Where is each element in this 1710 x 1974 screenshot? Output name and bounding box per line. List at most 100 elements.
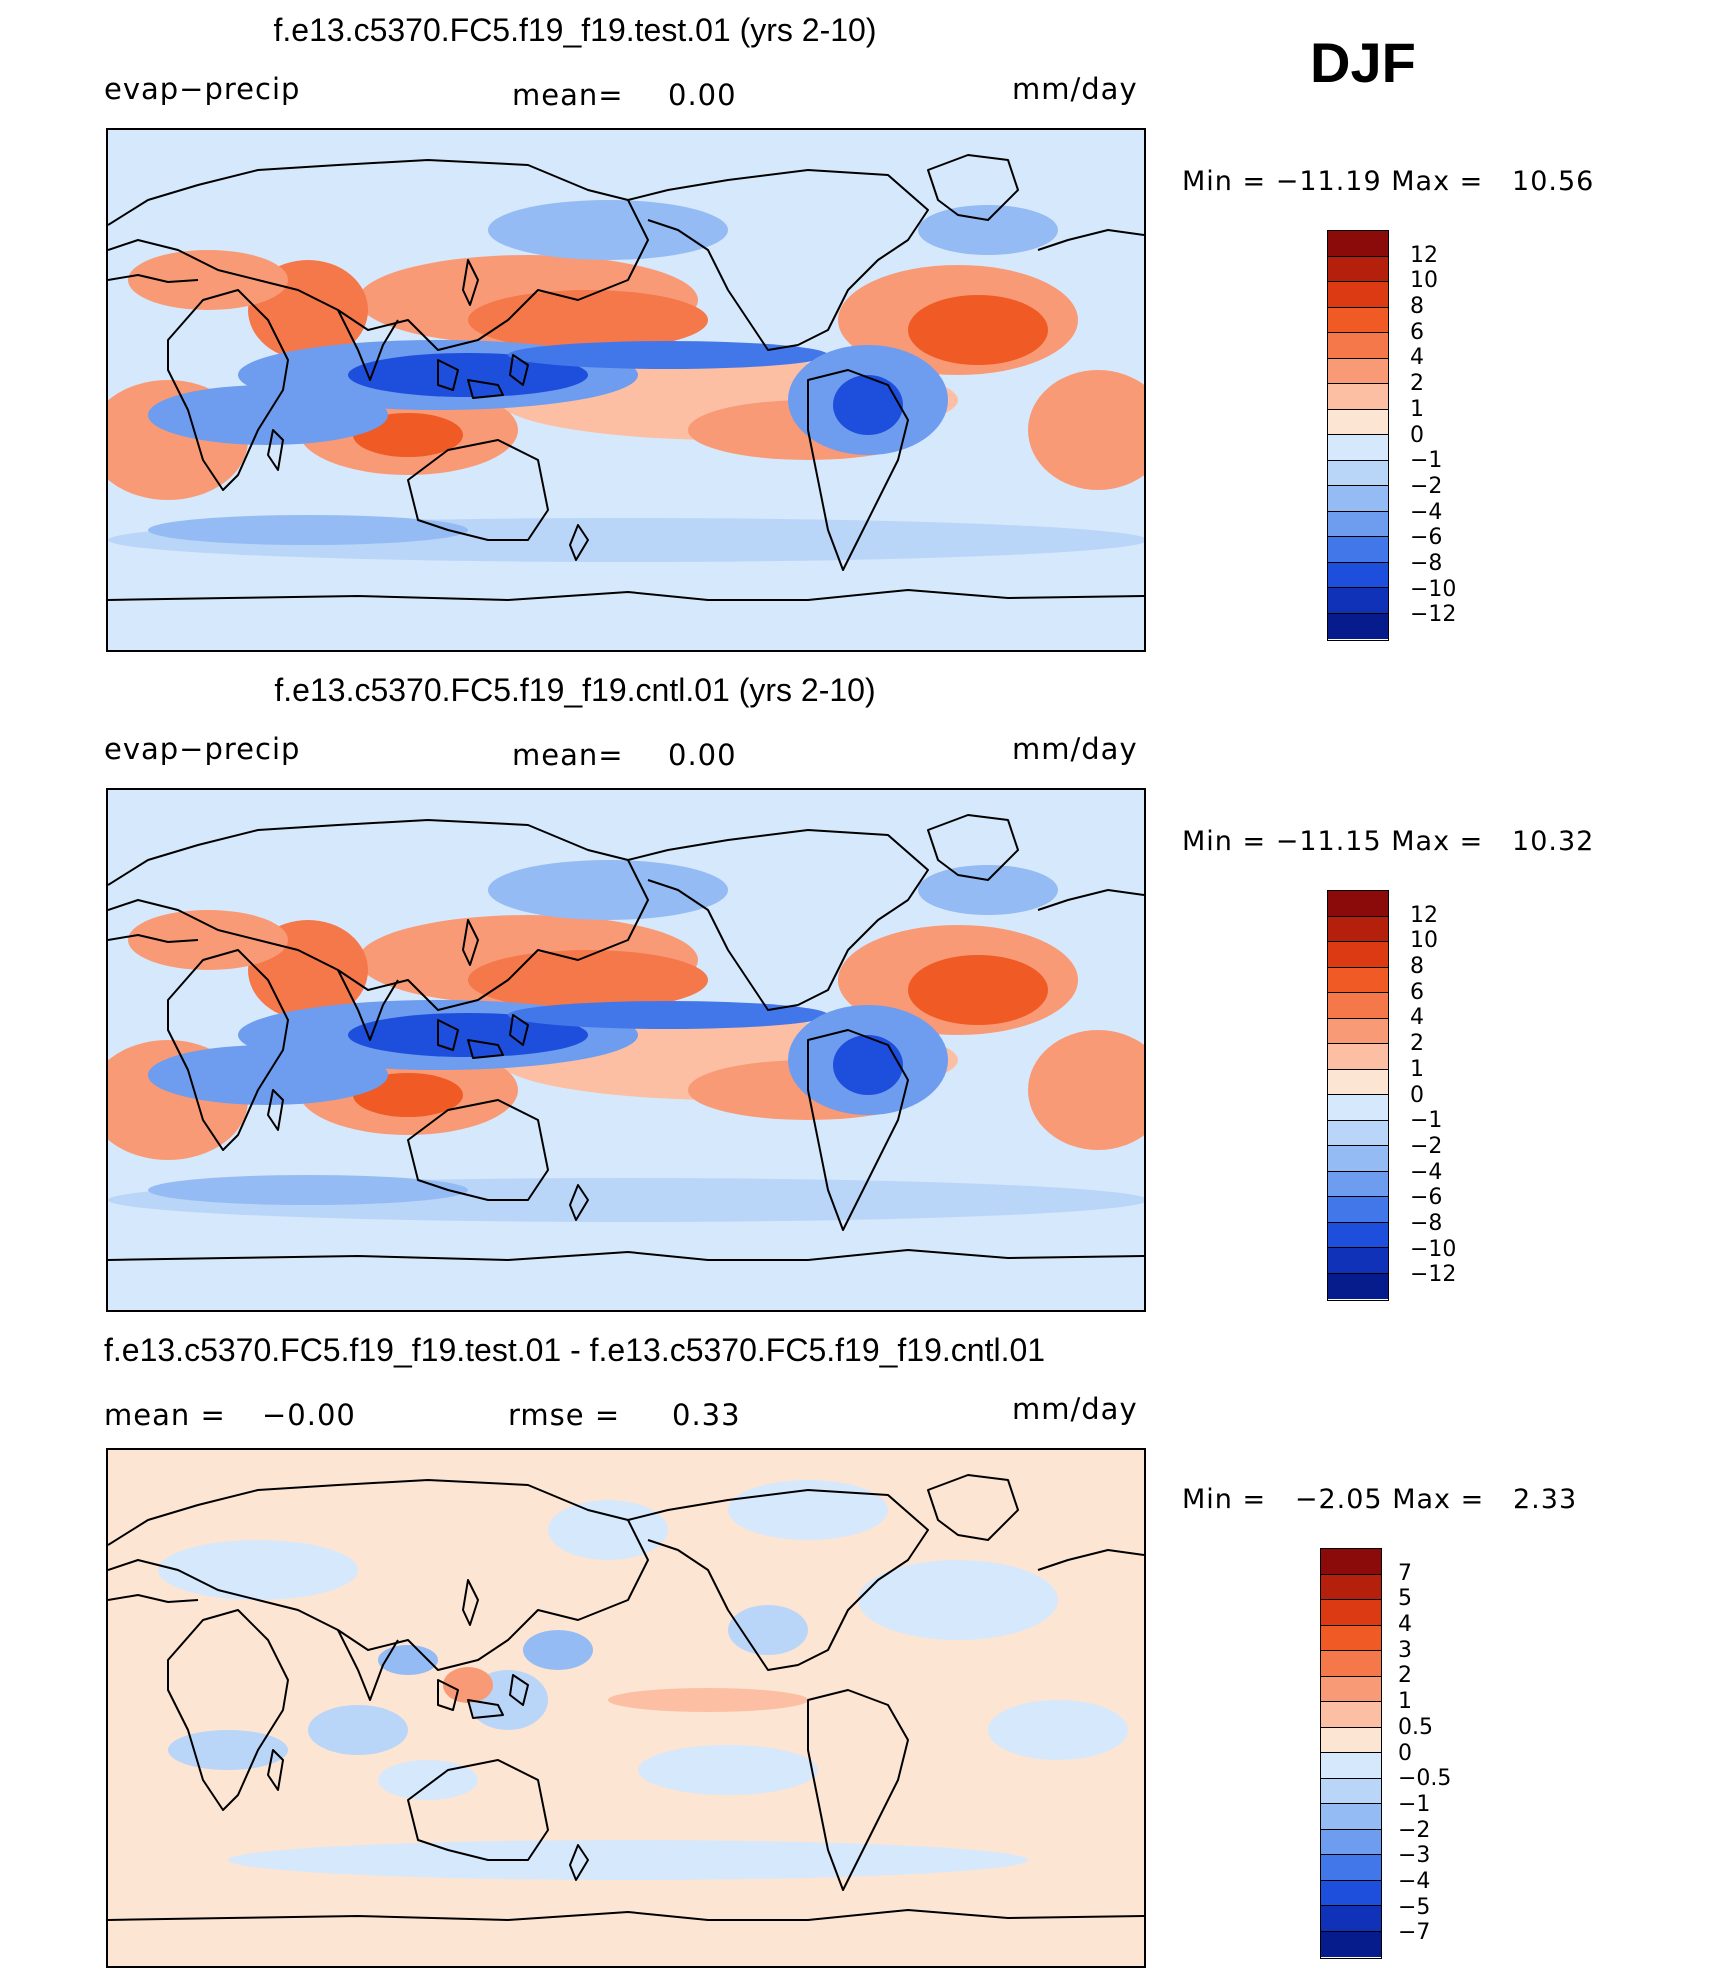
coastline: [337, 1629, 399, 1701]
panel-1-min-label: Min: [1182, 166, 1233, 197]
colorbar-swatch: [1328, 613, 1388, 639]
coastline: [462, 1579, 479, 1626]
field-contour: [308, 1705, 408, 1755]
colorbar-swatch: [1321, 1625, 1381, 1651]
colorbar-swatch: [1328, 511, 1388, 537]
panel-1-min-value: −11.19: [1275, 166, 1382, 197]
coastline: [569, 524, 589, 561]
panel-2-variable: evap−precip: [104, 732, 301, 766]
field-contour: [468, 950, 708, 1010]
colorbar-swatch: [1321, 1600, 1381, 1626]
colorbar-swatch: [1321, 1880, 1381, 1906]
panel-1-mean-value: 0.00: [668, 78, 737, 112]
field-contour: [833, 375, 903, 435]
colorbar-tick-label: 0.5: [1398, 1714, 1433, 1740]
colorbar-tick-label: −10: [1410, 576, 1457, 602]
field-contour: [608, 1688, 808, 1712]
colorbar-swatch: [1321, 1549, 1381, 1575]
panel-2-minmax: Min = −11.15 Max = 10.32: [1182, 826, 1595, 857]
coastline: [467, 379, 504, 399]
panel-1-title: f.e13.c5370.FC5.f19_f19.test.01 (yrs 2-1…: [273, 12, 877, 48]
panel-3-rmse-value: 0.33: [672, 1398, 741, 1432]
panel-1-map-plot: [108, 154, 1144, 601]
colorbar-swatch: [1328, 486, 1388, 512]
field-contour: [918, 205, 1058, 255]
coastline: [267, 1749, 284, 1791]
colorbar-swatch: [1328, 916, 1388, 942]
coastline: [807, 369, 909, 571]
colorbar-tick-label: 8: [1410, 954, 1424, 980]
panel-2-map: [106, 788, 1146, 1312]
colorbar-tick-label: 2: [1410, 371, 1424, 397]
colorbar-tick-label: 8: [1410, 294, 1424, 320]
colorbar-tick-label: 4: [1410, 1005, 1424, 1031]
panel-2-max-label: Max: [1391, 826, 1451, 857]
colorbar-swatch: [1328, 1273, 1388, 1299]
panel-3-rmse-label: rmse =: [508, 1398, 621, 1432]
colorbar-swatch: [1321, 1778, 1381, 1804]
coastline: [807, 1029, 909, 1231]
colorbar-swatch: [1321, 1804, 1381, 1830]
colorbar-tick-label: −1: [1398, 1791, 1431, 1817]
panel-3-map: [106, 1448, 1146, 1968]
coastline: [509, 354, 529, 386]
colorbar-swatch: [1321, 1855, 1381, 1881]
field-contour: [523, 1630, 593, 1670]
colorbar-swatch: [1328, 307, 1388, 333]
colorbar-swatch: [1328, 256, 1388, 282]
field-contour: [468, 290, 708, 350]
colorbar-tick-label: −8: [1410, 550, 1443, 576]
colorbar-swatch: [1321, 1753, 1381, 1779]
colorbar-swatch: [1328, 231, 1388, 257]
field-contour: [148, 515, 468, 545]
panel-1-variable: evap−precip: [104, 72, 301, 106]
colorbar-tick-label: −1: [1410, 448, 1443, 474]
colorbar-swatch: [1328, 993, 1388, 1019]
field-contour: [728, 1605, 808, 1655]
colorbar-tick-label: −1: [1410, 1108, 1443, 1134]
field-contour: [443, 1667, 493, 1703]
coastline: [108, 1249, 1144, 1261]
coastline: [167, 289, 289, 491]
coastline: [569, 1184, 589, 1221]
coastline: [467, 1699, 504, 1719]
coastline: [627, 169, 929, 351]
panel-2-colorbar-labels: 12 10 8 6 4 2 1 0 −1 −2 −4 −6 −8 −10 −12: [1410, 890, 1490, 1301]
coastline: [509, 1674, 529, 1706]
coastline: [807, 1689, 909, 1891]
field-contour: [908, 955, 1048, 1025]
field-contour: [833, 1035, 903, 1095]
coastline: [437, 1019, 459, 1051]
colorbar-tick-label: −4: [1410, 499, 1443, 525]
field-contour: [858, 1560, 1058, 1640]
colorbar-tick-label: −7: [1398, 1920, 1431, 1946]
colorbar-tick-label: 0: [1410, 1082, 1424, 1108]
panel-2-title: f.e13.c5370.FC5.f19_f19.cntl.01 (yrs 2-1…: [274, 672, 876, 708]
panel-3-mean-label: mean =: [104, 1398, 226, 1432]
panel-2-max-value: 10.32: [1512, 826, 1595, 857]
colorbar-tick-label: 1: [1410, 396, 1424, 422]
field-contour: [228, 1840, 1028, 1880]
field-contour: [988, 1700, 1128, 1760]
field-contour: [508, 1001, 828, 1029]
coastline: [1037, 229, 1144, 251]
field-contour: [908, 295, 1048, 365]
colorbar-swatch: [1328, 384, 1388, 410]
panel-2-min-label: Min: [1182, 826, 1233, 857]
colorbar-swatch: [1328, 942, 1388, 968]
coastline: [407, 1099, 549, 1201]
colorbar-tick-label: 4: [1410, 345, 1424, 371]
colorbar-swatch: [1328, 967, 1388, 993]
colorbar-swatch: [1321, 1574, 1381, 1600]
coastline: [267, 1089, 284, 1131]
coastline: [462, 919, 479, 966]
panel-1-colorbar: [1327, 230, 1389, 641]
colorbar-tick-label: −6: [1410, 1185, 1443, 1211]
panel-2-colorbar: [1327, 890, 1389, 1301]
panel-3-max-value: 2.33: [1513, 1484, 1578, 1515]
colorbar-tick-label: −8: [1410, 1210, 1443, 1236]
panel-2-map-plot: [108, 814, 1144, 1261]
colorbar-tick-label: −2: [1410, 1133, 1443, 1159]
field-contour: [128, 910, 288, 970]
colorbar-tick-label: −12: [1410, 602, 1457, 628]
